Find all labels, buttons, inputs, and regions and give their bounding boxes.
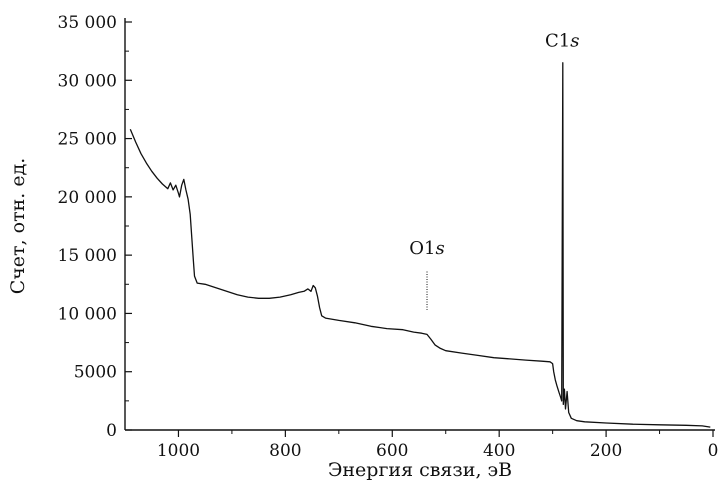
y-tick-label: 15 000 [58, 246, 117, 266]
spectrum-line [129, 62, 711, 428]
x-tick-label: 600 [376, 441, 408, 461]
x-tick-label: 1000 [157, 441, 200, 461]
peak-label-o1: O1s [409, 238, 444, 259]
peak-label-orbital: s [436, 238, 445, 259]
peak-label-c1: C1s [545, 30, 579, 51]
x-axis-title: Энергия связи, эВ [328, 459, 512, 481]
y-tick-label: 35 000 [58, 13, 117, 33]
y-tick-label: 20 000 [58, 188, 117, 208]
plot-area [129, 62, 711, 428]
peak-label-element: C1 [545, 30, 570, 51]
y-tick-label: 0 [106, 421, 117, 441]
y-tick-label: 25 000 [58, 130, 117, 150]
x-tick-label: 0 [708, 441, 719, 461]
peak-label-orbital: s [570, 30, 579, 51]
x-tick-label: 200 [590, 441, 622, 461]
peak-label-element: O1 [409, 238, 435, 259]
axes: 0 5000 10 000 15 000 20 000 25 000 30 000 35 00… [58, 13, 719, 461]
x-tick-label: 800 [269, 441, 301, 461]
y-tick-label: 10 000 [58, 304, 117, 324]
y-tick-label: 30 000 [58, 71, 117, 91]
x-tick-label: 400 [483, 441, 515, 461]
y-tick-label: 5000 [74, 363, 117, 383]
y-axis-title: Счет, отн. ед. [7, 158, 29, 295]
